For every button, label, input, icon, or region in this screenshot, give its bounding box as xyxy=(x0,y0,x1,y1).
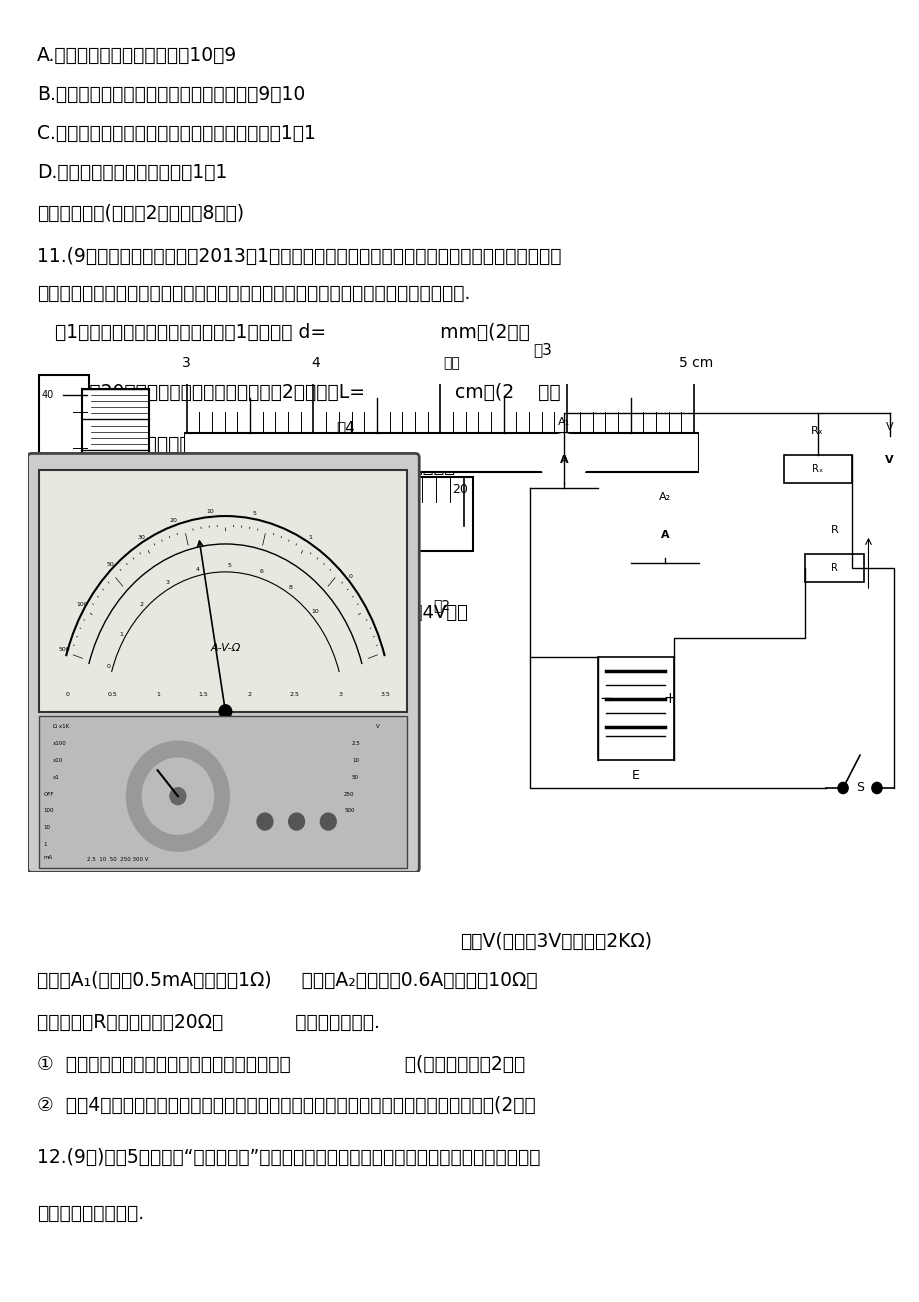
Text: 滑动变阻器R（最大阻值为20Ω）            开关、导线若干.: 滑动变阻器R（最大阻值为20Ω） 开关、导线若干. xyxy=(37,1013,380,1032)
Text: 二、实验题。(本题共2小题，共8分。): 二、实验题。(本题共2小题，共8分。) xyxy=(37,204,244,224)
Text: （2）用20分度的游标卡尺测量其长度如图2所示，则L=               cm；(2    分）: （2）用20分度的游标卡尺测量其长度如图2所示，则L= cm；(2 分） xyxy=(55,383,561,402)
Text: （4）用伏安法测量导线: （4）用伏安法测量导线 xyxy=(335,458,454,477)
Text: D.．甲的动能与乙的动能之比1：1: D.．甲的动能与乙的动能之比1：1 xyxy=(37,163,227,182)
Text: 电源E（电动势为4V）；: 电源E（电动势为4V）； xyxy=(335,604,467,622)
Text: A.．甲的速率与乙的速率之比10：9: A.．甲的速率与乙的速率之比10：9 xyxy=(37,46,237,65)
Text: 图4: 图4 xyxy=(335,421,354,435)
Text: 12.(9分)如图5所示，用“碰撞实验器”可以验证动量守恒定律，即研究两个小球在轨道水平部分: 12.(9分)如图5所示，用“碰撞实验器”可以验证动量守恒定律，即研究两个小球在… xyxy=(37,1148,539,1168)
Text: ①  根据工程技术人员所设计的电路，电流表应选                   ；(填器材符号，2分）: ① 根据工程技术人员所设计的电路，电流表应选 ；(填器材符号，2分） xyxy=(37,1055,525,1074)
Text: 图3: 图3 xyxy=(533,342,551,357)
Text: 11.(9分）重庆某军工企业于2013年1月研制成功一种新材料做成的电阱丝，其电阱稳定性非常优: 11.(9分）重庆某军工企业于2013年1月研制成功一种新材料做成的电阱丝，其电… xyxy=(37,247,561,267)
Text: 器材有：: 器材有： xyxy=(335,568,379,586)
Text: B.．甲的加速度大小与乙的加速度大小之比9：10: B.．甲的加速度大小与乙的加速度大小之比9：10 xyxy=(37,85,305,104)
Text: 电压V(量程为3V，内阻约2KΩ): 电压V(量程为3V，内阻约2KΩ) xyxy=(460,932,652,952)
Text: （3）用多用电表粗侧其电阱如图3所示，则Rx=          Ω；(1分）: （3）用多用电表粗侧其电阱如图3所示，则Rx= Ω；(1分） xyxy=(55,435,448,454)
Text: 电流表A₁(量程为0.5mA，内阻约1Ω)     电流表A₂（量程为0.6A，内阻约10Ω）: 电流表A₁(量程为0.5mA，内阻约1Ω) 电流表A₂（量程为0.6A，内阻约1… xyxy=(37,971,537,991)
Text: 求其平均值，供选用的: 求其平均值，供选用的 xyxy=(335,531,443,549)
Text: 良，几乎不随温度发生改变，工程技术员为了准确测定它的电阱率，进行了如下的测量.: 良，几乎不随温度发生改变，工程技术员为了准确测定它的电阱率，进行了如下的测量. xyxy=(37,284,470,303)
Text: C.．甲对乙的冲量大小与乙对甲的冲量大小之比1：1: C.．甲对乙的冲量大小与乙对甲的冲量大小之比1：1 xyxy=(37,124,315,143)
Text: 的电阻，并要多次测量: 的电阻，并要多次测量 xyxy=(335,495,443,513)
Text: ②  在图4中将选用的器材连成符合要求的实验电路（不得改动图中已画出的部分连线）。(2分）: ② 在图4中将选用的器材连成符合要求的实验电路（不得改动图中已画出的部分连线）。… xyxy=(37,1096,535,1116)
Text: 碰撞前后的动量关系.: 碰撞前后的动量关系. xyxy=(37,1204,143,1224)
Text: （1）用螺旋测微器测量其直径如图1所示，则 d=                   mm；(2分）: （1）用螺旋测微器测量其直径如图1所示，则 d= mm；(2分） xyxy=(55,323,529,342)
